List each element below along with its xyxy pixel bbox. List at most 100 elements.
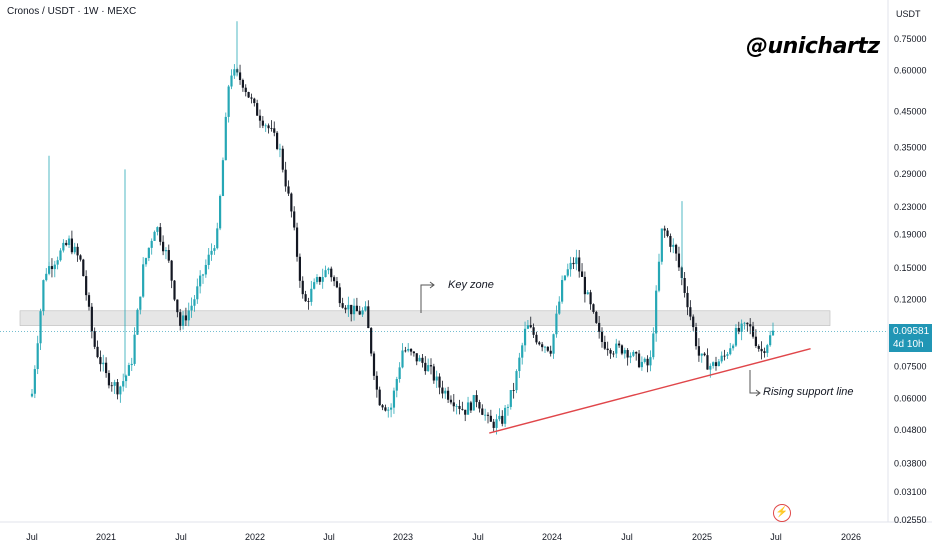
candle-body (592, 304, 595, 312)
candle-body (509, 390, 512, 407)
candle-body (489, 415, 492, 422)
candle-body (76, 246, 79, 256)
currency-unit: USDT (896, 9, 921, 19)
candle-body (714, 362, 718, 367)
key-zone-band (19, 310, 831, 326)
candle-body (110, 385, 113, 387)
candle-body (281, 148, 284, 170)
candle-body (45, 273, 48, 281)
x-axis-labels: Jul 2021 Jul 2022 Jul 2023 Jul 2024 Jul 2025 Jul 20… (26, 532, 861, 542)
candle-body (176, 299, 179, 313)
candle-body (338, 287, 341, 304)
candle-body (535, 334, 538, 343)
candle-body (415, 353, 418, 362)
candle-body (310, 288, 313, 302)
candle-body (219, 195, 222, 229)
key-zone-arrow (420, 284, 434, 313)
candle-body (395, 378, 398, 391)
candle-body (190, 305, 193, 311)
candle-body (119, 386, 122, 395)
candle-body (50, 266, 54, 270)
key-zone-label: Key zone (448, 279, 494, 291)
candle-body (36, 343, 39, 370)
candle-body (102, 362, 105, 365)
candle-body (156, 227, 159, 232)
candle-body (603, 341, 606, 349)
lightning-icon[interactable]: ⚡ (773, 504, 791, 522)
candle-body (526, 325, 529, 329)
candle-body (643, 358, 646, 362)
candle-body (318, 277, 321, 282)
candle-body (199, 275, 202, 287)
candle-body (261, 120, 264, 126)
candle-body (136, 309, 139, 335)
candle-body (580, 271, 584, 277)
candle-body (147, 247, 150, 259)
x-tick-label: Jul (770, 532, 782, 542)
candle-body (142, 264, 145, 297)
candle-body (241, 79, 244, 88)
candle-body (749, 324, 752, 327)
candle-body (478, 402, 481, 409)
candle-body (173, 280, 176, 300)
rising-support-line[interactable] (489, 348, 811, 434)
last-price-tag[interactable]: 0.09581 4d 10h (889, 324, 932, 352)
candle-body (427, 365, 430, 372)
candle-body (760, 348, 763, 352)
candle-body (30, 393, 34, 397)
last-price-value: 0.09581 (893, 326, 930, 337)
candle-body (278, 148, 282, 150)
candle-body (79, 255, 82, 260)
candle-body (65, 242, 68, 245)
candle-body (583, 276, 586, 295)
y-tick-label: 0.02550 (894, 515, 927, 525)
candle-body (270, 128, 273, 129)
candle-body (330, 268, 333, 278)
candle-body (657, 261, 661, 291)
candle-body (683, 278, 686, 293)
x-tick-label: Jul (323, 532, 335, 542)
candle-body (73, 246, 76, 253)
candle-body (407, 348, 410, 351)
x-tick-label: 2023 (393, 532, 413, 542)
candle-body (766, 345, 769, 353)
candle-body (481, 408, 484, 415)
candle-body (575, 257, 578, 265)
candle-body (216, 228, 219, 249)
candle-body (70, 238, 73, 253)
candle-body (729, 348, 732, 355)
bar-countdown: 4d 10h (893, 339, 924, 350)
candle-body (663, 228, 666, 231)
candle-body (364, 306, 367, 311)
x-tick-label: Jul (26, 532, 38, 542)
candle-body (233, 69, 236, 76)
x-tick-label: Jul (175, 532, 187, 542)
candle-body (401, 350, 404, 368)
candle-body (48, 266, 51, 274)
candle-body (566, 269, 569, 276)
candle-body (287, 186, 290, 194)
candle-body (384, 407, 387, 411)
support-line-layer (0, 331, 888, 434)
candle-body (700, 353, 703, 356)
candle-body (549, 350, 552, 354)
candle-body (615, 343, 618, 354)
candle-body (632, 352, 635, 356)
candle-body (247, 92, 250, 98)
x-tick-label: 2024 (542, 532, 562, 542)
candle-body (139, 296, 142, 310)
candle-body (629, 355, 632, 358)
candle-body (230, 75, 233, 87)
candle-body (640, 361, 643, 368)
candle-body (398, 367, 401, 379)
candle-body (612, 353, 615, 355)
candle-body (124, 375, 128, 382)
candle-body (589, 292, 592, 305)
candle-body (561, 280, 564, 302)
candle-body (87, 295, 91, 307)
watermark-handle: @unichartz (746, 34, 880, 59)
candle-body (99, 357, 102, 365)
candle-body (162, 241, 165, 252)
